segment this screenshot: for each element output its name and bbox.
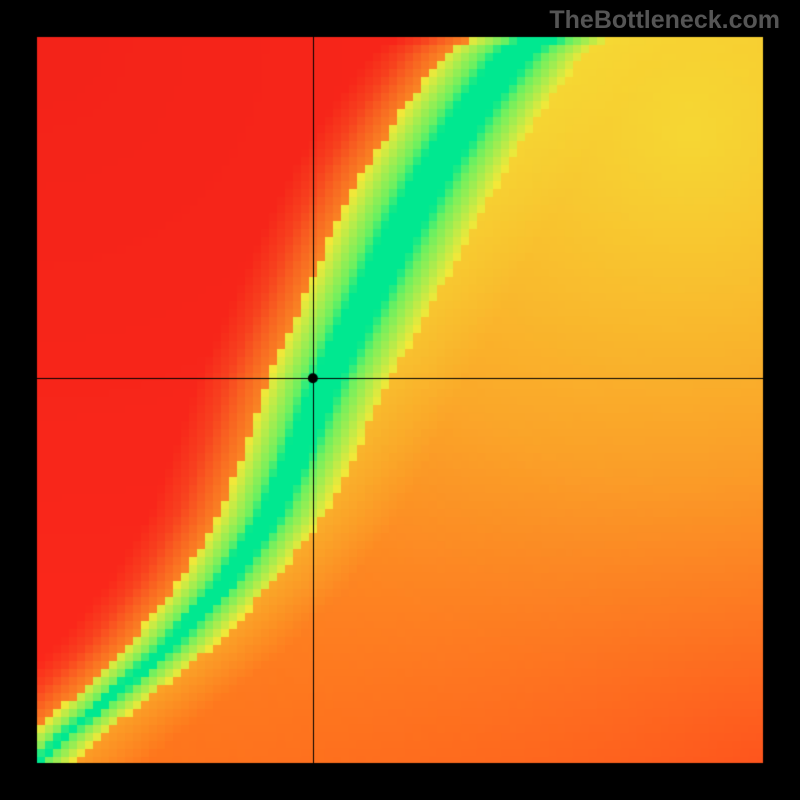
bottleneck-heatmap — [0, 0, 800, 800]
attribution-text: TheBottleneck.com — [549, 6, 780, 35]
chart-container: TheBottleneck.com — [0, 0, 800, 800]
